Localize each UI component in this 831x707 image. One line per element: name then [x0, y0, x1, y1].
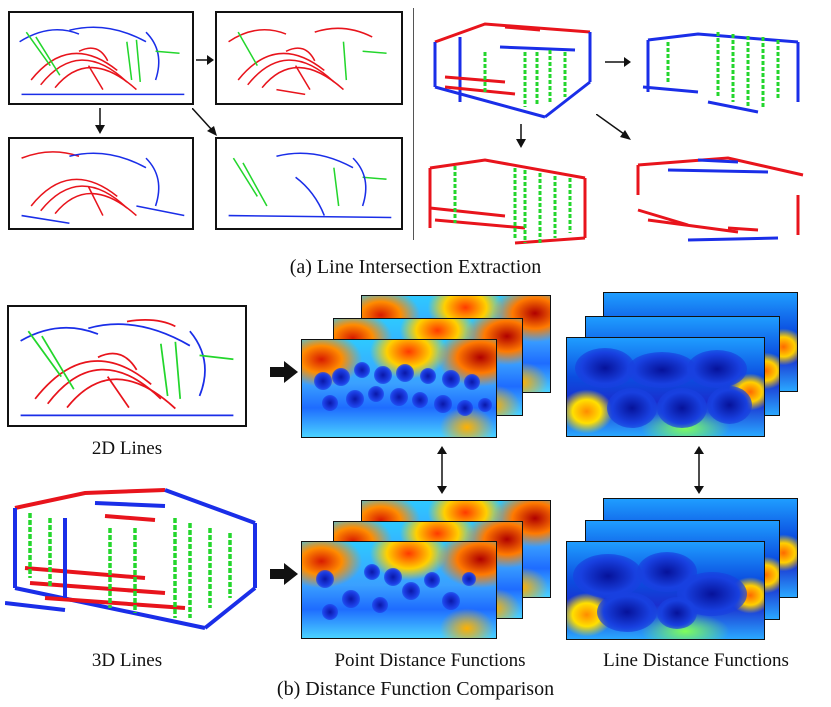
- arrow-diag-a-left: [192, 108, 217, 136]
- panel-2d-red-lines: [215, 11, 403, 105]
- double-arrow-line: [694, 446, 704, 494]
- arrow-right-a-left: [196, 55, 214, 65]
- panel-2d-lines-large: [7, 305, 247, 427]
- arrow-right-b-top: [270, 361, 298, 383]
- caption-a: (a) Line Intersection Extraction: [289, 256, 542, 278]
- arrow-right-a-right: [605, 57, 631, 67]
- caption-b: (b) Distance Function Comparison: [276, 678, 555, 700]
- arrow-diag-a-right: [596, 114, 631, 140]
- line-dist-map-front: [566, 337, 765, 437]
- arrow-down-a-right: [516, 124, 526, 148]
- panel-3d-all-lines: [433, 22, 592, 119]
- panel-2d-red-blue-lines: [8, 137, 194, 230]
- arrow-down-a-left: [95, 108, 105, 134]
- point-dist-map-front: [301, 339, 497, 438]
- panel-3d-lines-large: [5, 488, 257, 630]
- point-dist-3d-map-front: [301, 541, 497, 639]
- panel-2d-all-lines: [8, 11, 194, 105]
- panel-2d-green-blue-lines: [215, 137, 403, 230]
- double-arrow-point: [437, 446, 447, 494]
- section-divider: [413, 8, 414, 240]
- label-3d-lines: 3D Lines: [91, 650, 163, 671]
- panel-3d-green-blue: [642, 32, 800, 114]
- line-dist-3d-map-front: [566, 541, 765, 640]
- label-line-distance: Line Distance Functions: [603, 650, 789, 671]
- label-point-distance: Point Distance Functions: [334, 650, 526, 671]
- panel-3d-red-blue: [636, 156, 804, 242]
- arrow-right-b-bottom: [270, 563, 298, 585]
- panel-3d-red-green: [428, 158, 587, 245]
- label-2d-lines: 2D Lines: [91, 438, 163, 459]
